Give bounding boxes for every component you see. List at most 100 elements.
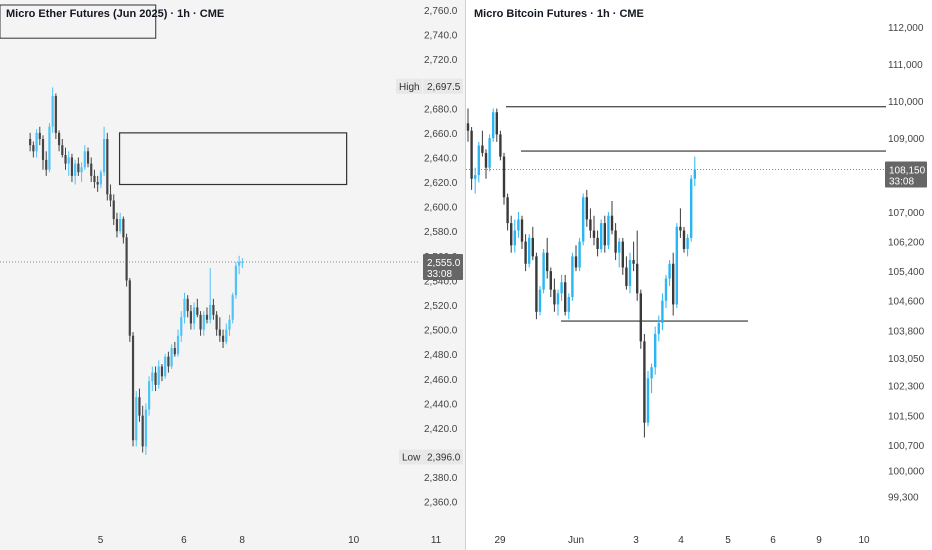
- candle-body: [657, 322, 660, 334]
- y-tick-label: 2,580.0: [424, 227, 458, 238]
- candle-body: [57, 132, 61, 146]
- candle-body: [643, 341, 646, 423]
- low-label-box: [399, 449, 423, 465]
- countdown-label: 33:08: [427, 269, 452, 280]
- candle-body: [481, 145, 484, 153]
- candle-body: [499, 134, 502, 157]
- candle-body: [205, 314, 209, 320]
- candle-body: [639, 293, 642, 342]
- btc-chart-canvas[interactable]: 112,000 111,000 110,000 109,000 107,000 106,2…: [466, 0, 932, 550]
- candle-body: [102, 139, 106, 173]
- candle-body: [564, 282, 567, 312]
- y-tick-label: 107,000: [888, 208, 925, 219]
- candle-body: [506, 197, 509, 224]
- candle-body: [218, 329, 221, 336]
- candle-body: [470, 130, 473, 179]
- drawn-rectangle[interactable]: [0, 4, 157, 39]
- y-tick-label: 2,680.0: [424, 104, 458, 115]
- candle-body: [636, 263, 639, 294]
- x-tick-label: 9: [816, 535, 822, 546]
- candle-body: [61, 145, 64, 155]
- candle-body: [690, 178, 693, 238]
- candle-body: [538, 289, 542, 312]
- candle-body: [585, 197, 588, 220]
- candle-body: [664, 278, 668, 301]
- candle-body: [654, 333, 657, 368]
- candle-body: [189, 311, 193, 324]
- candle-body: [668, 263, 671, 279]
- candle-body: [77, 163, 80, 173]
- candle-body: [106, 139, 109, 195]
- candle-body: [589, 219, 592, 231]
- candle-body: [148, 381, 151, 410]
- candle-body: [632, 260, 635, 264]
- candle-body: [135, 397, 138, 441]
- countdown-label: 33:08: [889, 177, 914, 188]
- candle-body: [45, 159, 48, 170]
- eth-chart-title: Micro Ether Futures (Jun 2025) · 1h · CM…: [6, 8, 225, 20]
- candle-body: [578, 241, 581, 268]
- y-tick-label: 2,540.0: [424, 276, 458, 287]
- candle-body: [686, 237, 689, 249]
- candle-body: [131, 335, 135, 441]
- panel-divider[interactable]: [465, 0, 466, 550]
- eth-chart-panel[interactable]: 2,760.02,740.02,720.02,700.02,680.02,660…: [0, 0, 466, 550]
- candle-body: [238, 261, 241, 266]
- candle-body: [553, 289, 556, 305]
- y-tick-label: 112,000: [888, 23, 924, 34]
- candle-body: [196, 307, 199, 315]
- x-tick-label: 8: [239, 535, 245, 546]
- y-tick-label: 2,360.0: [424, 498, 458, 509]
- candle-body: [682, 230, 686, 249]
- candle-body: [502, 156, 506, 198]
- x-tick-label: 6: [181, 535, 187, 546]
- candle-body: [176, 335, 180, 355]
- y-tick-label: 106,200: [888, 238, 925, 249]
- candle-body: [48, 126, 51, 170]
- candle-body: [212, 304, 215, 315]
- candle-body: [164, 356, 167, 377]
- x-tick-label: 6: [770, 535, 776, 546]
- candle-body: [625, 267, 628, 286]
- candle-body: [173, 348, 176, 355]
- candle-body: [513, 230, 516, 246]
- low-value-box: [423, 449, 463, 465]
- btc-chart-panel[interactable]: 112,000 111,000 110,000 109,000 107,000 106,2…: [466, 0, 932, 550]
- candle-body: [517, 219, 520, 231]
- candle-body: [138, 397, 141, 416]
- candle-body: [618, 241, 621, 253]
- y-tick-label: 99,300: [888, 493, 919, 504]
- candle-body: [582, 197, 585, 242]
- y-tick-label: 103,800: [888, 326, 925, 337]
- candle-body: [228, 319, 231, 330]
- candle-body: [125, 237, 128, 281]
- candle-body: [231, 295, 234, 320]
- y-tick-label: 2,460.0: [424, 375, 458, 386]
- y-tick-label: 2,620.0: [424, 178, 458, 189]
- y-tick-label: 2,740.0: [424, 31, 458, 42]
- candle-body: [607, 215, 610, 246]
- x-tick-label: 29: [494, 535, 506, 546]
- y-tick-label: 2,720.0: [424, 55, 458, 66]
- candle-body: [202, 314, 205, 330]
- candle-body: [466, 123, 470, 131]
- candle-body: [614, 230, 617, 253]
- current-price-label-box: [885, 161, 927, 188]
- candle-body: [492, 112, 495, 139]
- low-value: 2,396.0: [427, 452, 461, 463]
- candle-body: [54, 95, 57, 133]
- candle-body: [96, 182, 99, 185]
- eth-chart-canvas[interactable]: 2,760.02,740.02,720.02,700.02,680.02,660…: [0, 0, 466, 550]
- x-tick-label: Jun: [568, 535, 584, 546]
- candle-body: [484, 152, 488, 168]
- candle-body: [170, 348, 173, 367]
- x-tick-label: 11: [431, 535, 442, 546]
- candle-body: [86, 151, 90, 164]
- x-tick-label: 5: [98, 535, 104, 546]
- candle-body: [556, 293, 560, 305]
- candle-body: [650, 367, 653, 379]
- candle-body: [112, 200, 115, 219]
- supply-zone-box[interactable]: [118, 132, 348, 186]
- y-tick-label: 103,050: [888, 354, 925, 365]
- candle-body: [51, 95, 54, 127]
